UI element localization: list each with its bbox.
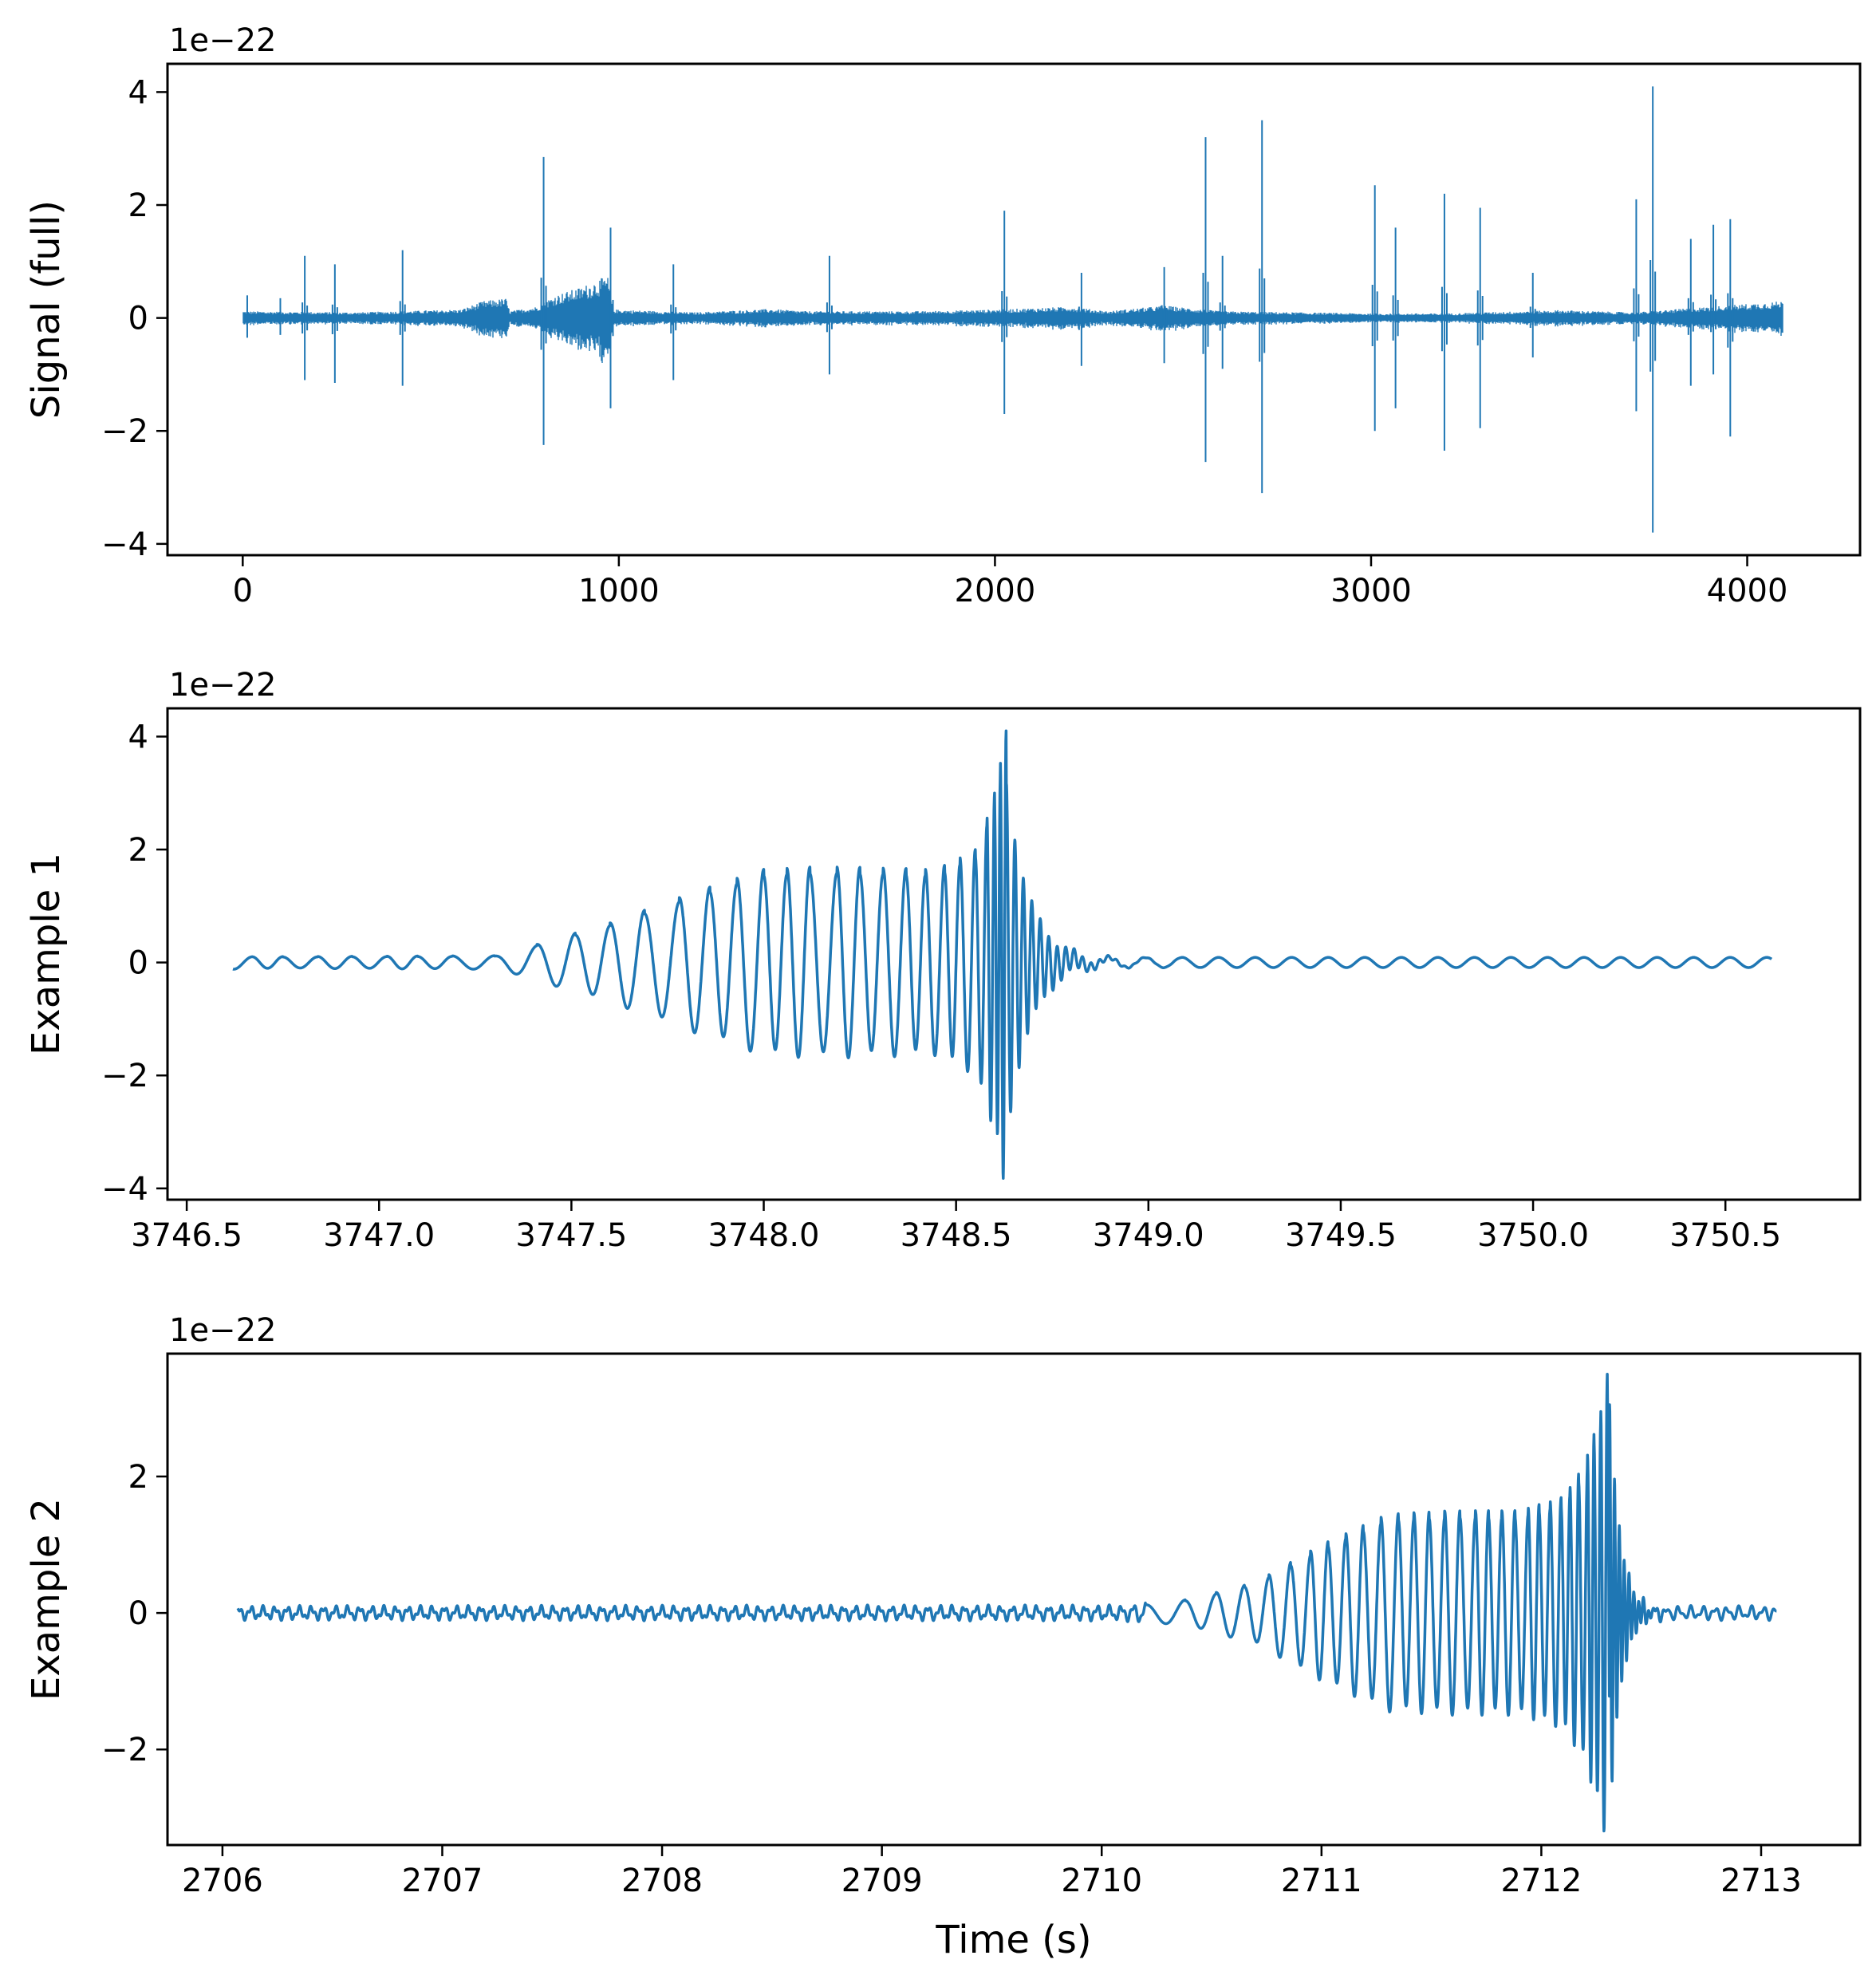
y-axis-example-2: −2 0 2 bbox=[101, 1459, 168, 1768]
x-tick-label: 2709 bbox=[841, 1863, 923, 1899]
y-tick-label: 2 bbox=[128, 832, 148, 869]
x-tick-label: 3000 bbox=[1330, 573, 1412, 609]
x-tick-label: 2707 bbox=[402, 1863, 483, 1899]
x-tick-label: 2712 bbox=[1501, 1863, 1582, 1899]
y-tick-label: 2 bbox=[128, 1459, 148, 1496]
panel-signal-full: 0 1000 2000 3000 4000 −4 −2 0 2 4 1e−22 Signal (… bbox=[24, 22, 1862, 609]
panel-example-2: 2706 2707 2708 2709 2710 2711 2712 2713 −2 0 2 1e… bbox=[24, 1312, 1862, 1962]
x-tick-label: 3747.0 bbox=[323, 1217, 435, 1254]
x-tick-label: 2706 bbox=[182, 1863, 263, 1899]
x-tick-label: 3746.5 bbox=[131, 1217, 242, 1254]
y-tick-label: 4 bbox=[128, 719, 148, 755]
x-tick-label: 3750.0 bbox=[1477, 1217, 1589, 1254]
axes-frame-example-1 bbox=[166, 707, 1862, 1201]
x-tick-label: 3748.5 bbox=[901, 1217, 1012, 1254]
signal-trace bbox=[236, 1372, 1778, 1833]
x-tick-label: 3749.0 bbox=[1093, 1217, 1204, 1254]
x-tick-label: 4000 bbox=[1707, 573, 1788, 609]
y-tick-label: 0 bbox=[128, 301, 148, 337]
y-tick-label: 0 bbox=[128, 1595, 148, 1632]
y-axis-signal-full: −4 −2 0 2 4 bbox=[101, 74, 168, 563]
offset-text-example-1: 1e−22 bbox=[169, 667, 276, 704]
y-axis-label-example-2: Example 2 bbox=[24, 1498, 69, 1701]
y-tick-label: 4 bbox=[128, 74, 148, 111]
x-tick-label: 3750.5 bbox=[1669, 1217, 1781, 1254]
axes-frame-example-2 bbox=[166, 1352, 1862, 1847]
x-tick-label: 2710 bbox=[1061, 1863, 1142, 1899]
x-axis-label: Time (s) bbox=[935, 1918, 1091, 1962]
axes-frame-signal-full bbox=[166, 62, 1862, 557]
signal-trace bbox=[242, 278, 1783, 363]
x-tick-label: 3748.0 bbox=[708, 1217, 820, 1254]
offset-text-example-2: 1e−22 bbox=[169, 1312, 276, 1349]
x-tick-label: 2000 bbox=[955, 573, 1036, 609]
y-axis-label-example-1: Example 1 bbox=[24, 853, 69, 1055]
x-tick-label: 2711 bbox=[1281, 1863, 1362, 1899]
x-axis-example-1: 3746.5 3747.0 3747.5 3748.0 3748.5 3749.0 3749… bbox=[131, 1200, 1781, 1254]
x-axis-signal-full: 0 1000 2000 3000 4000 bbox=[233, 555, 1788, 609]
y-tick-label: −4 bbox=[101, 1171, 148, 1208]
y-axis-example-1: −4 −2 0 2 4 bbox=[101, 719, 168, 1208]
y-tick-label: 0 bbox=[128, 945, 148, 982]
plot-area-example-2 bbox=[236, 1372, 1778, 1833]
x-tick-label: 0 bbox=[233, 573, 253, 609]
x-tick-label: 1000 bbox=[578, 573, 660, 609]
y-tick-label: −2 bbox=[101, 1732, 148, 1768]
plot-area-example-1 bbox=[231, 729, 1773, 1180]
plot-area-signal-full bbox=[242, 86, 1783, 533]
y-tick-label: −2 bbox=[101, 1058, 148, 1094]
offset-text-signal-full: 1e−22 bbox=[169, 22, 276, 59]
y-tick-label: 2 bbox=[128, 187, 148, 224]
x-tick-label: 2708 bbox=[621, 1863, 703, 1899]
panel-example-1: 3746.5 3747.0 3747.5 3748.0 3748.5 3749.0 3749… bbox=[24, 667, 1862, 1254]
x-axis-example-2: 2706 2707 2708 2709 2710 2711 2712 2713 bbox=[182, 1845, 1802, 1899]
x-tick-label: 3749.5 bbox=[1285, 1217, 1397, 1254]
x-tick-label: 2713 bbox=[1720, 1863, 1802, 1899]
signal-trace bbox=[231, 729, 1773, 1180]
x-tick-label: 3747.5 bbox=[515, 1217, 627, 1254]
y-tick-label: −4 bbox=[101, 526, 148, 563]
y-axis-label-signal-full: Signal (full) bbox=[24, 200, 69, 419]
y-tick-label: −2 bbox=[101, 413, 148, 450]
